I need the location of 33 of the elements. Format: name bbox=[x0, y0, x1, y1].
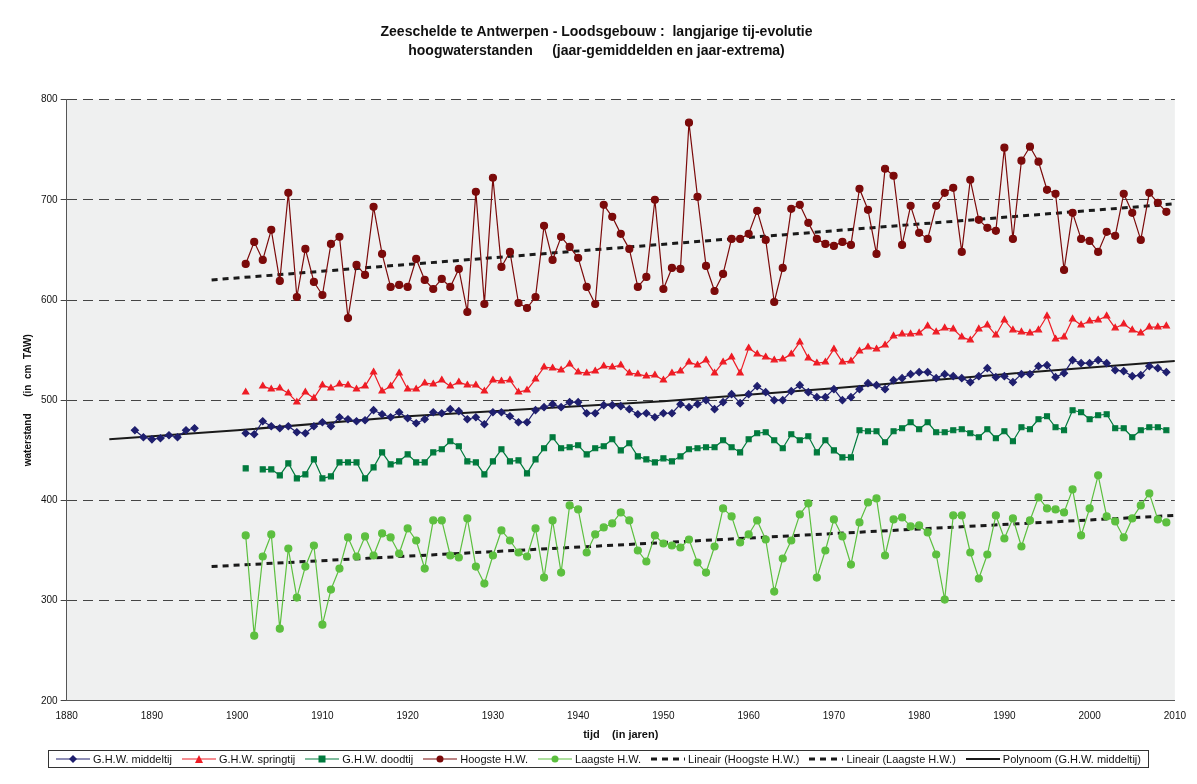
x-tick-label: 1910 bbox=[311, 709, 334, 721]
x-tick-label: 1900 bbox=[226, 709, 249, 721]
legend-label: G.H.W. springtij bbox=[218, 753, 296, 765]
legend-label: Lineair (Laagste H.W.) bbox=[846, 753, 956, 765]
x-tick-label: 1990 bbox=[993, 709, 1016, 721]
x-tick-label: 1960 bbox=[737, 709, 761, 721]
legend-label: Polynoom (G.H.W. middeltij) bbox=[1002, 753, 1141, 765]
chart-subtitle: hoogwaterstanden (jaar-gemiddelden en jaar-extrema) bbox=[408, 42, 785, 59]
legend-label: Laagste H.W. bbox=[575, 753, 642, 765]
y-tick-label: 300 bbox=[41, 594, 59, 606]
y-tick-label: 200 bbox=[41, 694, 59, 706]
legend-label: G.H.W. middeltij bbox=[93, 753, 172, 765]
y-axis-title: waterstand (in cm TAW) bbox=[21, 334, 33, 468]
y-tick-label: 600 bbox=[41, 293, 59, 305]
x-axis-title: tijd (in jaren) bbox=[583, 728, 659, 741]
x-tick-label: 1880 bbox=[55, 709, 79, 721]
x-tick-label: 1930 bbox=[481, 709, 505, 721]
chart-title: Zeeschelde te Antwerpen - Loodsgebouw : langjarige tij-evolutie bbox=[380, 23, 813, 40]
x-tick-label: 1970 bbox=[822, 709, 846, 721]
legend-label: Lineair (Hoogste H.W.) bbox=[688, 753, 800, 765]
legend-label: G.H.W. doodtij bbox=[342, 753, 414, 765]
x-tick-label: 1890 bbox=[140, 709, 164, 721]
x-tick-label: 1980 bbox=[908, 709, 931, 721]
y-tick-label: 500 bbox=[41, 393, 59, 405]
x-tick-label: 1940 bbox=[567, 709, 590, 721]
legend-label: Hoogste H.W. bbox=[460, 753, 529, 765]
x-tick-label: 2000 bbox=[1078, 709, 1102, 721]
y-tick-label: 400 bbox=[41, 494, 59, 506]
y-tick-label: 800 bbox=[41, 93, 59, 105]
y-tick-label: 700 bbox=[41, 193, 59, 205]
x-tick-label: 1920 bbox=[396, 709, 420, 721]
x-tick-label: 2010 bbox=[1163, 709, 1187, 721]
x-tick-label: 1950 bbox=[652, 709, 675, 721]
